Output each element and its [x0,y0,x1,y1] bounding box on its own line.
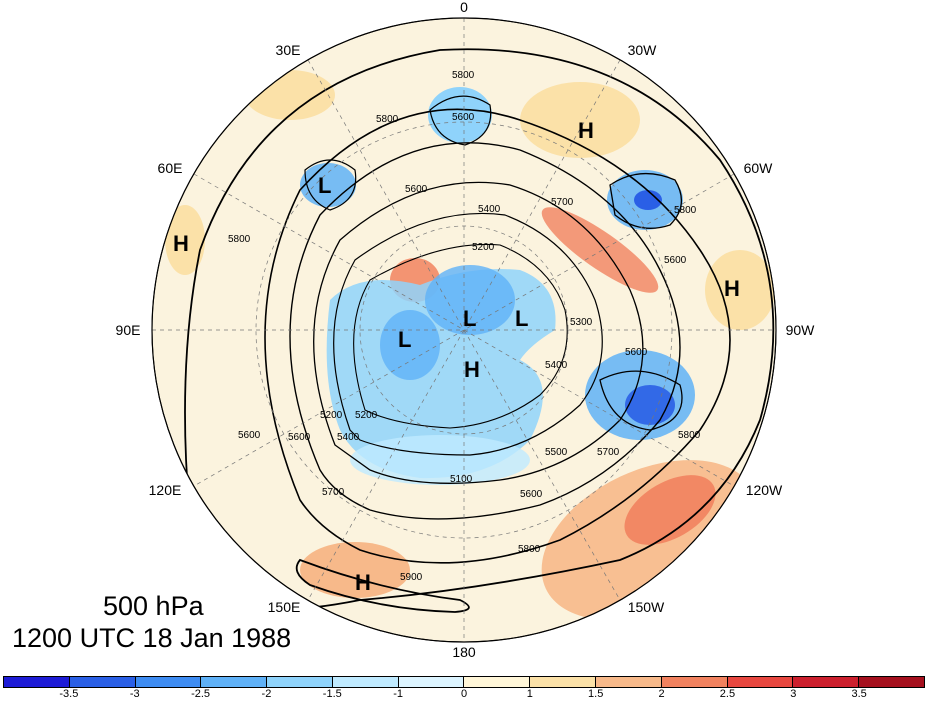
high-label: H [578,118,594,143]
colorbar-tick-label: -1.5 [322,688,342,700]
contour-label: 5400 [478,204,501,215]
contour-label: 5600 [288,432,311,443]
lon-label-0: 0 [460,0,468,15]
colorbar-swatch [727,677,794,687]
colorbar-tick-label: 0 [460,688,468,700]
colorbar-swatch [69,677,136,687]
colorbar-tick-label: -2 [261,688,272,700]
contour-label: 5600 [452,112,475,123]
contour-label: 5200 [355,410,378,421]
colorbar-swatch [661,677,728,687]
colorbar-swatch [464,677,531,687]
high-label: H [355,570,371,595]
lon-label-60w: 60W [744,160,774,176]
colorbar-swatch [530,677,597,687]
colorbar-swatch [398,677,465,687]
colorbar-swatch [596,677,662,687]
contour-label: 5600 [625,347,648,358]
low-label: L [463,306,476,331]
colorbar-tick-label: 3 [790,688,797,700]
contour-label: 5200 [320,410,343,421]
lon-label-30e: 30E [276,42,301,58]
contour-label: 5700 [597,447,620,458]
colorbar-swatch [332,677,399,687]
colorbar-tick-label: 1 [526,688,533,700]
low-label: L [398,327,411,352]
lon-label-120e: 120E [149,482,182,498]
colorbar-swatch [859,677,924,687]
lon-label-30w: 30W [628,42,658,58]
contour-label: 5800 [228,234,251,245]
colorbar-tick-label: 1.5 [588,688,604,700]
colorbar-swatch [135,677,202,687]
pressure-system-labels: H H H H H L L L L [173,118,740,595]
lon-label-150w: 150W [628,599,665,615]
graticule [152,18,776,642]
contour-label: 5500 [545,447,568,458]
high-label: H [724,276,740,301]
colorbar-swatch [267,677,333,687]
colorbar-swatch [4,677,70,687]
high-label: H [173,231,189,256]
contour-label: 5800 [376,114,399,125]
title-valid-time: 1200 UTC 18 Jan 1988 [12,623,292,653]
colorbar-swatch [793,677,860,687]
lon-label-90e: 90E [116,322,141,338]
contour-label: 5300 [570,317,593,328]
colorbar-tick-label: -3.5 [59,688,79,700]
contour-label: 5400 [545,360,568,371]
high-label: H [464,357,480,382]
contour-label: 5600 [238,430,261,441]
colorbar-swatch [201,677,268,687]
contour-label: 5800 [674,205,697,216]
contour-label: 5600 [664,255,687,266]
contour-label: 5700 [551,197,574,208]
contour-label: 5600 [520,489,543,500]
height-contours [184,48,775,613]
colorbar [3,676,925,688]
contour-label: 5800 [518,544,541,555]
lon-label-180: 180 [452,644,476,660]
contour-label: 5800 [678,430,701,441]
lon-label-150e: 150E [268,599,301,615]
colorbar-tick-label: -3 [129,688,140,700]
colorbar-tick-label: 2 [658,688,665,700]
lon-label-60e: 60E [158,160,183,176]
contour-label: 5800 [452,70,475,81]
contour-label: 5100 [450,474,473,485]
low-label: L [318,173,331,198]
contour-value-labels: 5800 5800 5600 5600 5400 5200 5700 5800 … [228,70,701,583]
contour-label: 5700 [322,487,345,498]
lon-label-120w: 120W [746,482,783,498]
contour-label: 5400 [337,432,360,443]
colorbar-tick-label: 3.5 [851,688,867,700]
colorbar-tick-label: -2.5 [191,688,211,700]
longitude-labels: 0 30W 60W 90W 120W 150W 180 150E 120E 90… [116,0,816,660]
colorbar-tick-label: 2.5 [719,688,736,700]
title-pressure-level: 500 hPa [103,591,204,621]
contour-label: 5600 [405,184,428,195]
low-label: L [515,306,528,331]
contour-label: 5200 [472,242,495,253]
colorbar-tick-label: -1 [393,688,404,700]
contour-label: 5900 [400,572,423,583]
lon-label-90w: 90W [786,322,816,338]
